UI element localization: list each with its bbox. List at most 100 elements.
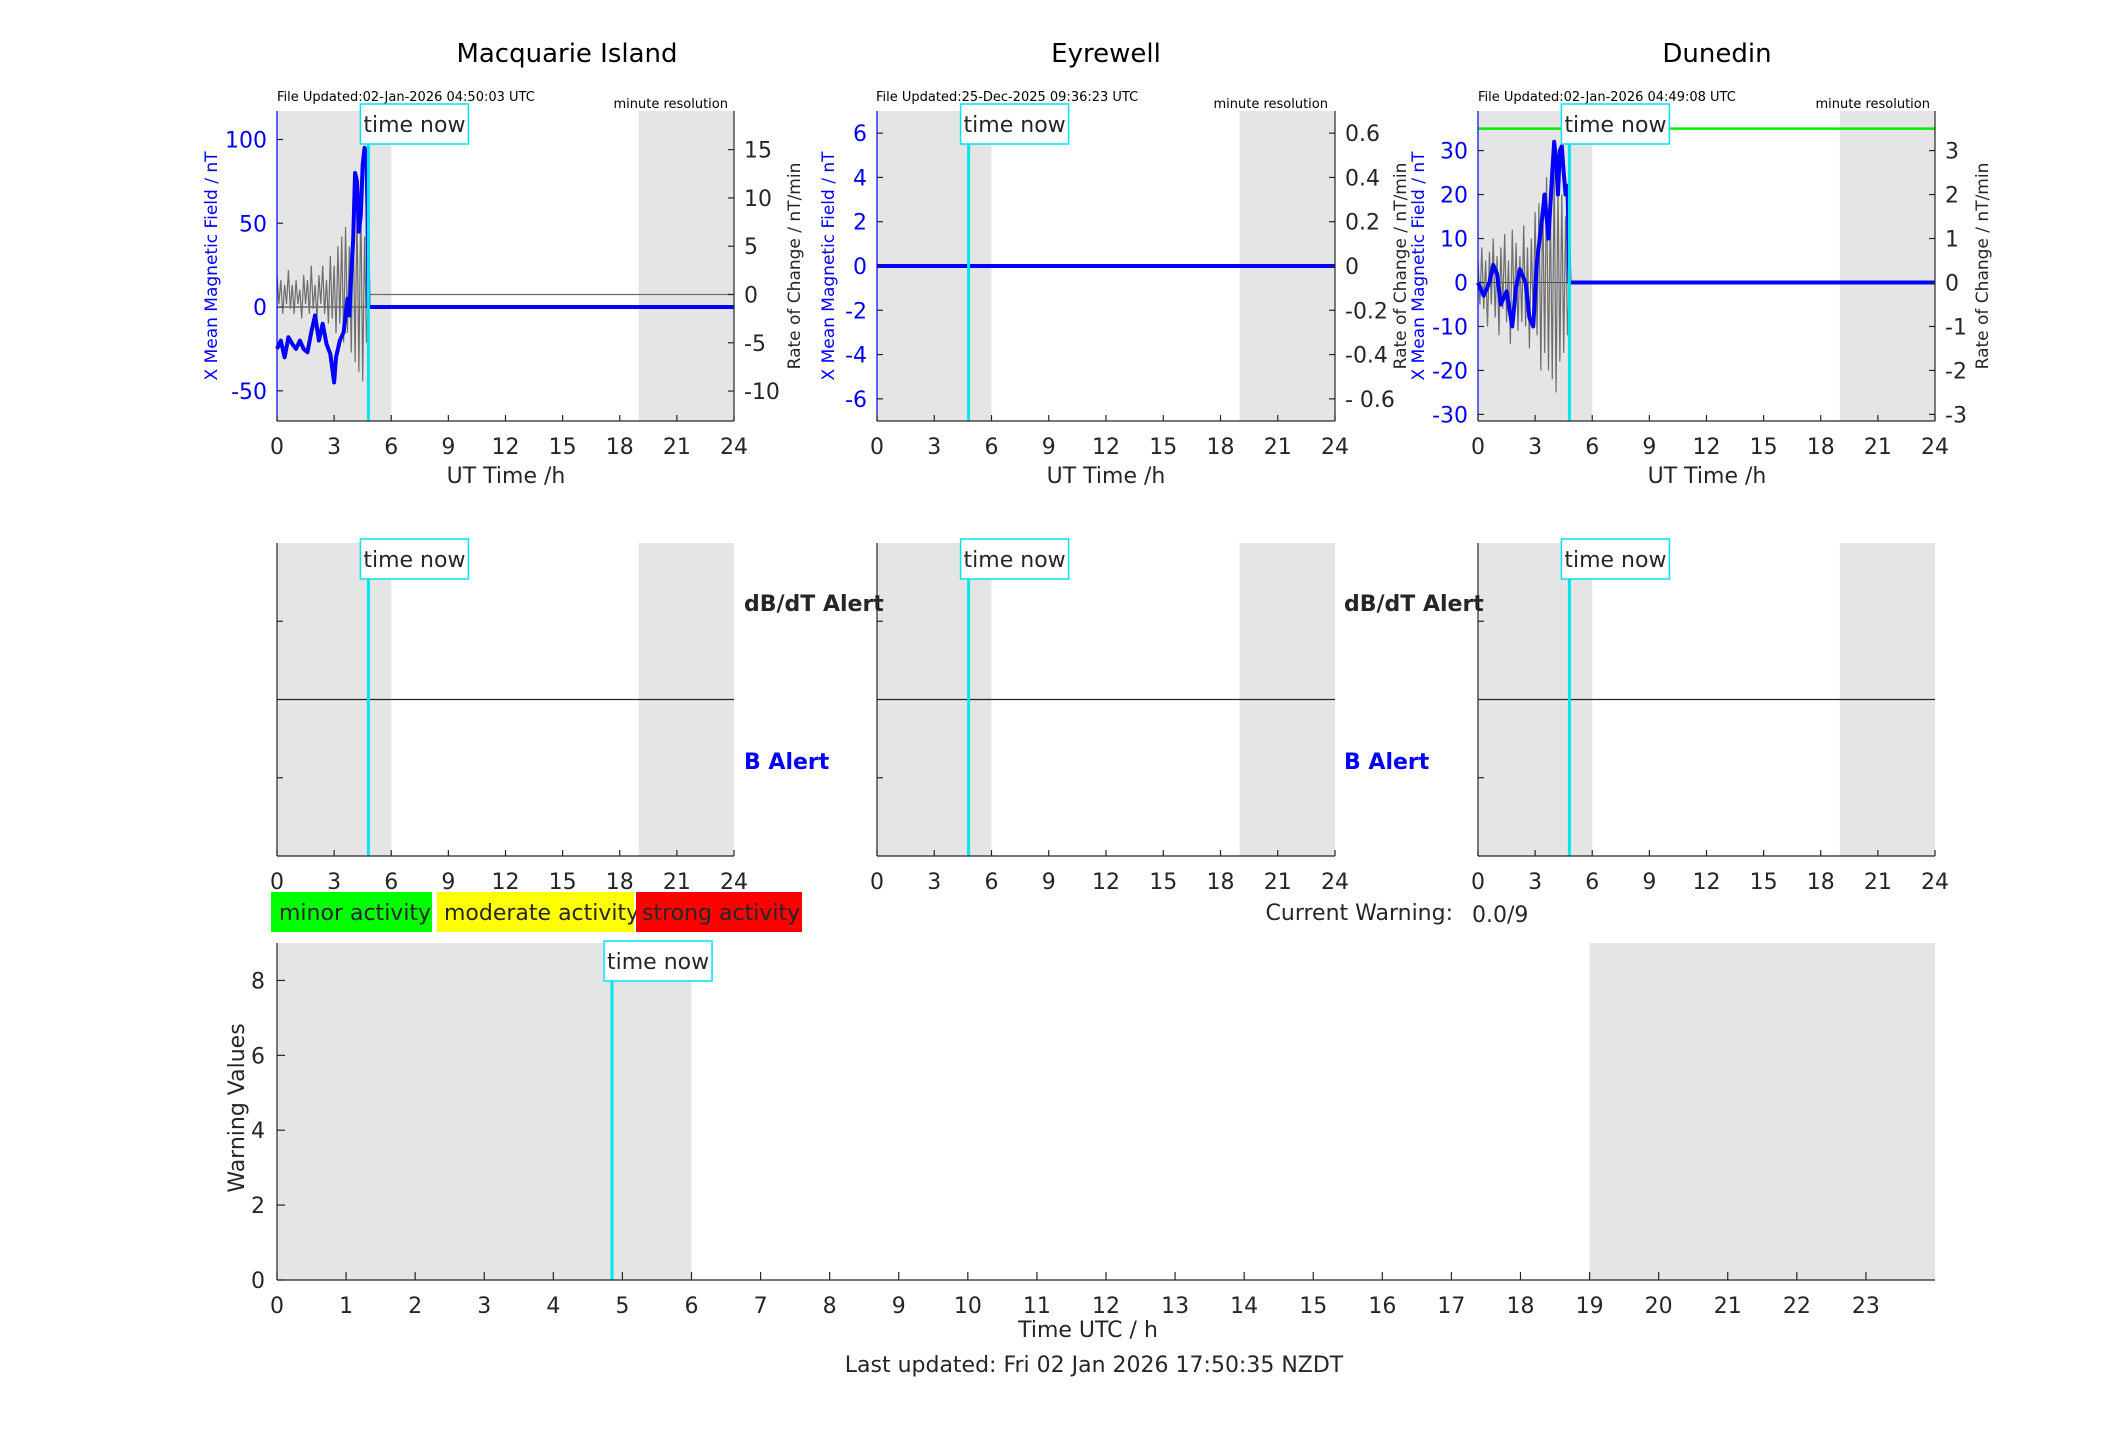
alert-panel: 0 3 6 9 12 15 18 21 24 time now — [270, 538, 748, 895]
x-tick-label: 21 — [1864, 435, 1892, 460]
file-updated: File Updated:02-Jan-2026 04:49:08 UTC — [1478, 90, 1736, 105]
time-now-label: time now — [964, 548, 1066, 573]
panel-macquarie: Macquarie Island File Updated:02-Jan-202… — [202, 39, 805, 489]
shaded-regions — [277, 943, 1935, 1280]
alert-panels: 0 3 6 9 12 15 18 21 24 time now 0 3 6 9 12 15 18 21 24 time… — [270, 538, 1949, 895]
legend-strong-label: strong activity — [642, 901, 800, 926]
x-tick-label: 6 — [985, 870, 999, 895]
x-tick-label: 12 — [1092, 870, 1120, 895]
y-right-tick-label: - 0.6 — [1345, 388, 1395, 413]
x-tick-label: 17 — [1437, 1294, 1465, 1319]
current-warning-label: Current Warning: — [1266, 901, 1453, 926]
b-alert-label: B Alert — [744, 750, 830, 775]
x-axis-label: UT Time /h — [1047, 464, 1166, 489]
y-right-tick-label: 1 — [1945, 228, 1959, 253]
alert-panel: 0 3 6 9 12 15 18 21 24 time now — [870, 538, 1349, 895]
y-right-tick-label: -0.2 — [1345, 299, 1388, 324]
y-left-tick-label: -2 — [845, 299, 867, 324]
x-tick-label: 15 — [1750, 435, 1778, 460]
x-tick-label: 18 — [1207, 870, 1235, 895]
y-left-label: X Mean Magnetic Field / nT — [202, 151, 222, 381]
time-now-box: time now — [1560, 103, 1671, 145]
time-now-label: time now — [363, 113, 465, 138]
y-left-tick-label: 10 — [1440, 228, 1468, 253]
x-axis-label: UT Time /h — [447, 464, 566, 489]
x-tick-label: 15 — [549, 870, 577, 895]
y-left-tick-label: 2 — [853, 211, 867, 236]
x-tick-label: 0 — [870, 870, 884, 895]
y-right-tick-label: 0.6 — [1345, 122, 1380, 147]
x-tick-label: 23 — [1852, 1294, 1880, 1319]
x-tick-label: 16 — [1368, 1294, 1396, 1319]
x-tick-label: 0 — [270, 435, 284, 460]
y-axis-label: Warning Values — [225, 1023, 250, 1192]
legend-minor-swatch — [271, 892, 432, 932]
time-now-label: time now — [1564, 548, 1666, 573]
legend-strong-swatch — [636, 892, 802, 932]
x-tick-label: 3 — [327, 870, 341, 895]
x-tick-label: 6 — [985, 435, 999, 460]
x-tick-label: 9 — [1642, 435, 1656, 460]
time-now-box: time now — [959, 103, 1070, 145]
x-tick-label: 11 — [1023, 1294, 1051, 1319]
x-tick-label: 14 — [1230, 1294, 1258, 1319]
x-tick-label: 21 — [1264, 870, 1292, 895]
y-right-tick-label: 2 — [1945, 184, 1959, 209]
x-tick-label: 1 — [339, 1294, 353, 1319]
x-tick-label: 3 — [1528, 870, 1542, 895]
x-field-line — [1476, 139, 1935, 329]
x-tick-label: 3 — [327, 435, 341, 460]
x-tick-label: 21 — [1714, 1294, 1742, 1319]
plot-axes — [276, 111, 735, 422]
y-right-tick-label: 0 — [1345, 255, 1359, 280]
x-tick-label: 9 — [892, 1294, 906, 1319]
y-left-tick-label: 0 — [253, 296, 267, 321]
x-tick-label: 12 — [492, 870, 520, 895]
x-tick-label: 0 — [1471, 870, 1485, 895]
rate-of-change-line — [276, 197, 734, 382]
time-now-frame — [959, 103, 1070, 145]
y-left-tick-label: 4 — [853, 166, 867, 191]
y-right-label: Rate of Change / nT/min — [785, 163, 805, 370]
y-left-tick-label: 6 — [853, 122, 867, 147]
x-tick-label: 6 — [685, 1294, 699, 1319]
y-left-tick-label: 0 — [1454, 271, 1468, 296]
x-tick-label: 5 — [615, 1294, 629, 1319]
y-tick-label: 4 — [251, 1119, 265, 1144]
x-tick-label: 21 — [663, 870, 691, 895]
x-tick-label: 9 — [441, 435, 455, 460]
time-now-label: time now — [964, 113, 1066, 138]
x-tick-label: 21 — [1264, 435, 1292, 460]
x-tick-label: 12 — [1092, 1294, 1120, 1319]
x-tick-label: 0 — [270, 1294, 284, 1319]
y-left-tick-label: 50 — [239, 212, 267, 237]
y-left-tick-label: -10 — [1432, 315, 1468, 340]
x-tick-label: 13 — [1161, 1294, 1189, 1319]
tick-labels: 0 1 2 3 4 5 6 7 8 9 10 11 12 13 14 15 16 17 18 19 20 21 22 2302… — [251, 969, 1880, 1319]
time-now-frame — [1560, 538, 1671, 580]
x-tick-label: 15 — [1299, 1294, 1327, 1319]
legend-moderate-label: moderate activity — [444, 901, 639, 926]
plot-axes — [876, 111, 1336, 422]
y-tick-label: 2 — [251, 1194, 265, 1219]
y-right-tick-label: 3 — [1945, 140, 1959, 165]
time-now-frame — [359, 538, 470, 580]
x-tick-label: 0 — [1471, 435, 1485, 460]
x-tick-label: 3 — [927, 870, 941, 895]
x-tick-label: 18 — [1207, 435, 1235, 460]
y-left-tick-label: 20 — [1440, 184, 1468, 209]
x-tick-label: 12 — [1693, 435, 1721, 460]
y-right-tick-label: -3 — [1945, 403, 1967, 428]
dbdt-alert-label: dB/dT Alert — [744, 592, 884, 617]
panel-dunedin: Dunedin File Updated:02-Jan-2026 04:49:0… — [1391, 39, 1993, 489]
x-tick-label: 12 — [1092, 435, 1120, 460]
x-tick-label: 24 — [720, 870, 748, 895]
y-right-tick-label: -10 — [744, 380, 780, 405]
x-tick-label: 3 — [1528, 435, 1542, 460]
x-tick-label: 15 — [1149, 870, 1177, 895]
activity-legend: minor activity moderate activity strong … — [271, 892, 802, 932]
x-tick-label: 9 — [1042, 870, 1056, 895]
b-alert-label: B Alert — [1344, 750, 1430, 775]
